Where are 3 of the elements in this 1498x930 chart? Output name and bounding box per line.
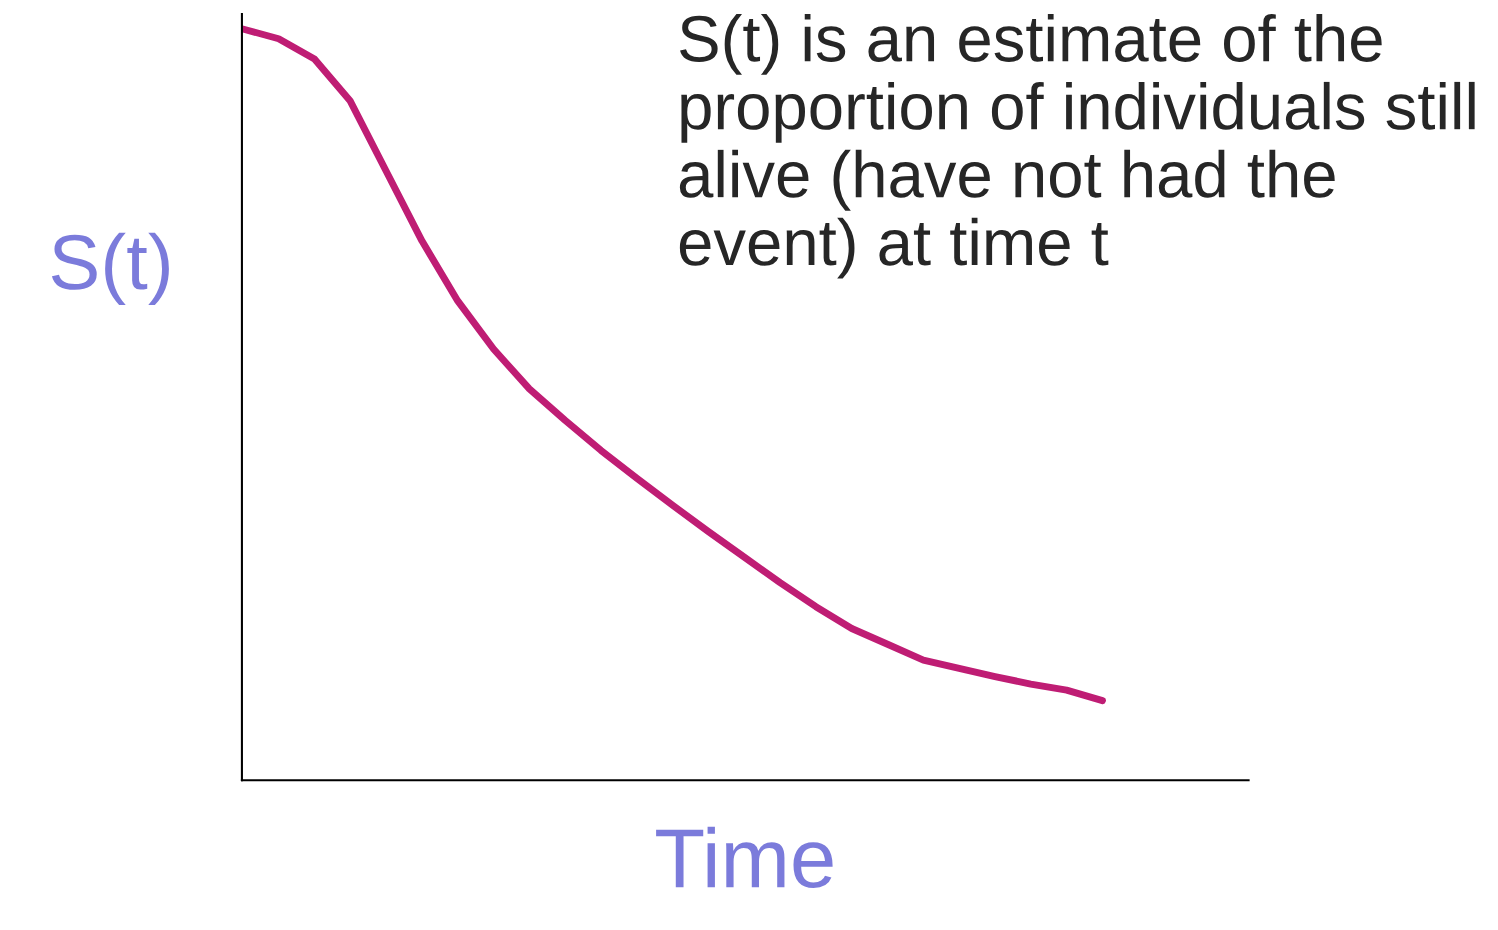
y-axis-title: S(t) <box>51 232 169 306</box>
x-axis-title: Time <box>656 826 833 889</box>
annotation: S(t) is an estimate of the proportion of individuals still alive (have not had the event) at time t <box>679 13 1475 279</box>
